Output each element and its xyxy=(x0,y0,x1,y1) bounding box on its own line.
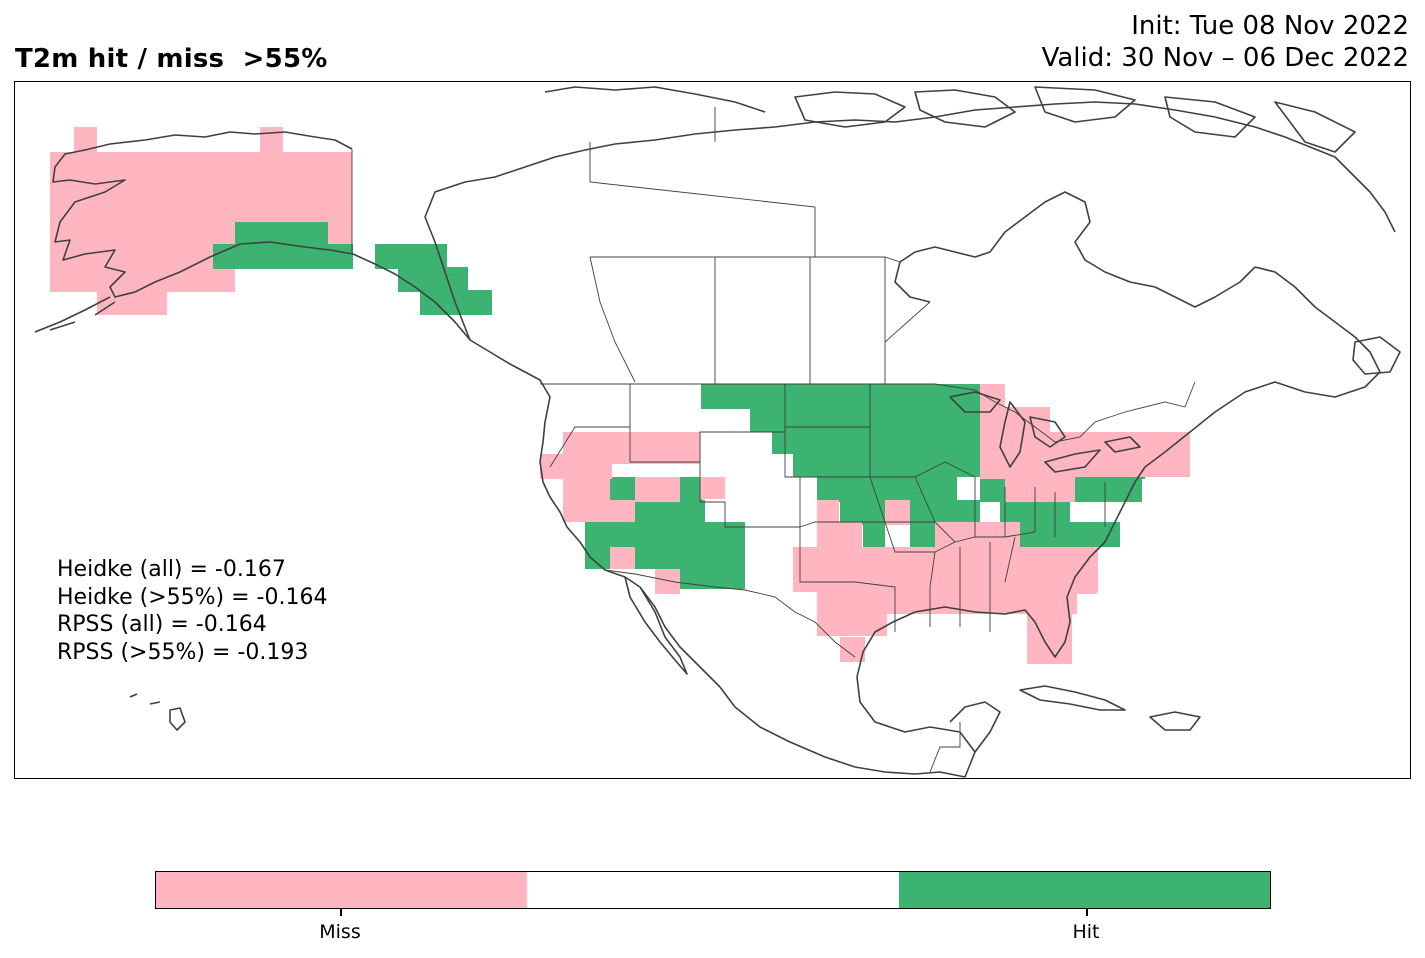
colorbar-tick xyxy=(1086,909,1088,916)
miss-cell xyxy=(700,477,725,499)
hit-cell xyxy=(585,522,745,547)
baja-california xyxy=(624,576,688,675)
great-lakes xyxy=(949,391,1141,473)
miss-cell xyxy=(817,500,839,525)
miss-cell xyxy=(655,569,680,594)
hit-cell xyxy=(863,522,885,547)
colorbar-label-miss: Miss xyxy=(319,921,361,943)
score-line: RPSS (>55%) = -0.193 xyxy=(57,639,309,665)
hit-cell xyxy=(680,477,702,502)
cuba xyxy=(1019,685,1126,711)
coastlines xyxy=(34,86,1401,778)
miss-cell xyxy=(50,222,75,247)
hit-miss-grid xyxy=(50,127,1190,664)
miss-cell xyxy=(540,454,612,479)
miss-cell xyxy=(97,290,167,315)
us-states xyxy=(549,384,1106,632)
colorbar-neutral-segment xyxy=(527,872,899,908)
hawaii xyxy=(129,693,186,731)
skill-scores: Heidke (all) = -0.167 Heidke (>55%) = -0… xyxy=(57,556,327,666)
miss-cell xyxy=(563,500,635,522)
colorbar-tick xyxy=(340,909,342,916)
miss-cell xyxy=(610,547,635,569)
hit-cell xyxy=(793,452,981,477)
central-america-borders xyxy=(929,722,961,773)
miss-cell xyxy=(1005,477,1075,502)
miss-cell xyxy=(885,500,910,525)
arctic-coast xyxy=(424,101,1396,341)
miss-cell xyxy=(74,127,97,152)
miss-cell xyxy=(563,477,610,502)
miss-cell xyxy=(75,242,115,272)
hit-cell xyxy=(817,477,957,502)
us-canada-border xyxy=(540,381,1196,443)
score-line: Heidke (all) = -0.167 xyxy=(57,557,286,582)
hit-cell xyxy=(213,244,353,269)
yucatan xyxy=(949,701,1001,753)
miss-cell xyxy=(980,454,1050,479)
miss-cell xyxy=(817,592,1077,614)
arctic-islands xyxy=(544,86,1356,153)
miss-cell xyxy=(817,614,887,636)
mexico-pacific-coast xyxy=(719,686,966,778)
map-panel xyxy=(14,81,1411,779)
canada-provinces xyxy=(589,107,931,384)
hit-cell xyxy=(980,477,1005,502)
colorbar-label-hit: Hit xyxy=(1072,921,1100,943)
hit-cell xyxy=(635,500,705,525)
colorbar-hit-segment xyxy=(898,872,1270,908)
date-header: Init: Tue 08 Nov 2022 Valid: 30 Nov – 06… xyxy=(1042,10,1409,74)
hit-cell xyxy=(750,407,980,432)
score-line: RPSS (all) = -0.164 xyxy=(57,612,267,637)
hit-cell xyxy=(398,267,468,292)
political-borders xyxy=(351,107,1196,773)
init-date: Init: Tue 08 Nov 2022 xyxy=(1131,11,1409,41)
gulf-of-mexico-coast xyxy=(856,451,1166,778)
hispaniola xyxy=(1149,711,1201,731)
hudson-bay xyxy=(894,191,1256,308)
hit-cell xyxy=(610,477,635,502)
hit-cell xyxy=(1072,477,1142,502)
miss-cell xyxy=(635,477,680,502)
miss-cell xyxy=(1072,569,1097,594)
hit-cell xyxy=(772,429,980,454)
alaska-coast xyxy=(52,131,471,341)
miss-cell xyxy=(260,127,283,152)
aleutian-islands xyxy=(34,296,116,333)
colorbar-miss-segment xyxy=(156,872,528,908)
east-coast xyxy=(1164,266,1381,453)
miss-cell xyxy=(817,522,862,547)
map-canvas xyxy=(34,86,1401,778)
miss-cell xyxy=(935,522,1020,547)
score-line: Heidke (>55%) = -0.164 xyxy=(57,584,328,610)
west-coast xyxy=(469,339,721,688)
us-mexico-border xyxy=(604,569,856,658)
valid-date: Valid: 30 Nov – 06 Dec 2022 xyxy=(1041,43,1409,73)
miss-cell xyxy=(793,547,1098,592)
hit-cell xyxy=(910,522,935,547)
map-title: T2m hit / miss >55% xyxy=(15,44,328,74)
hit-cell xyxy=(680,569,745,589)
hit-cell xyxy=(701,384,981,409)
hit-cell xyxy=(375,244,447,269)
colorbar xyxy=(155,871,1271,909)
newfoundland xyxy=(1352,336,1401,375)
